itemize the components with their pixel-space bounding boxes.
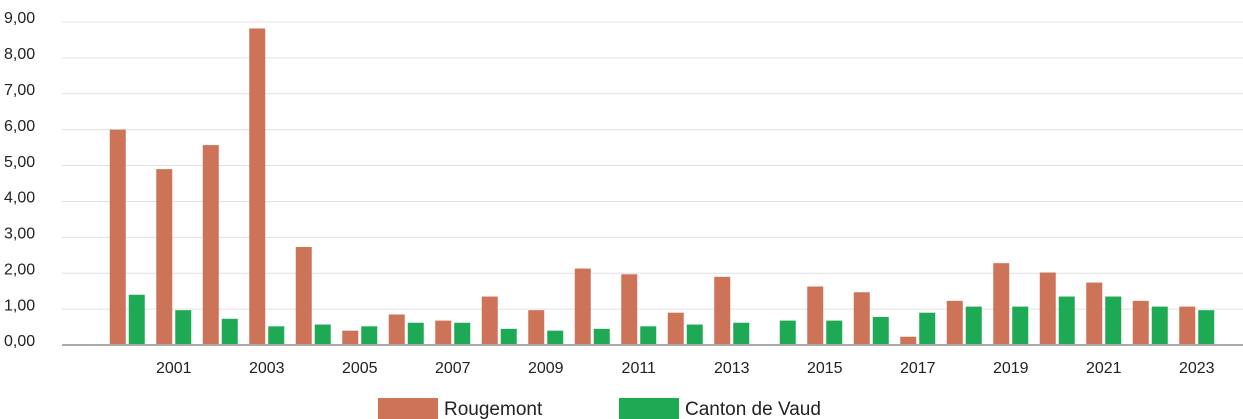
y-tick-label: 5,00	[4, 154, 35, 171]
bar	[1012, 306, 1029, 345]
bar	[733, 322, 750, 345]
bar	[1132, 300, 1149, 345]
x-tick-label: 2003	[249, 360, 285, 377]
bar	[807, 286, 824, 345]
bar	[481, 296, 498, 345]
bar	[314, 324, 331, 345]
bar	[528, 310, 545, 345]
bar	[128, 294, 145, 345]
bar	[993, 263, 1010, 345]
y-tick-label: 4,00	[4, 190, 35, 207]
bar	[1105, 296, 1122, 345]
x-tick-label: 2017	[900, 360, 936, 377]
bar	[249, 28, 266, 346]
bar	[593, 328, 610, 345]
legend-label: Canton de Vaud	[685, 399, 821, 419]
legend-swatch	[619, 398, 679, 419]
bar	[667, 312, 684, 345]
x-tick-label: 2007	[435, 360, 471, 377]
y-tick-label: 2,00	[4, 261, 35, 278]
bar	[435, 320, 452, 345]
x-tick-label: 2009	[528, 360, 564, 377]
bar	[295, 247, 312, 345]
x-tick-label: 2021	[1086, 360, 1122, 377]
legend-label: Rougemont	[444, 399, 543, 419]
y-tick-label: 0,00	[4, 333, 35, 350]
y-tick-label: 7,00	[4, 82, 35, 99]
bar	[965, 306, 982, 345]
bar	[361, 326, 378, 345]
bar	[175, 310, 192, 345]
bar	[454, 322, 471, 345]
x-tick-label: 2001	[156, 360, 192, 377]
x-tick-label: 2023	[1179, 360, 1215, 377]
x-tick-label: 2019	[993, 360, 1029, 377]
bar	[156, 169, 173, 345]
bar	[900, 336, 917, 345]
bar	[574, 268, 591, 345]
bar	[1179, 306, 1196, 345]
bar	[640, 326, 657, 345]
bar	[407, 322, 424, 345]
bar	[946, 300, 963, 345]
x-tick-label: 2005	[342, 360, 378, 377]
bar	[109, 129, 126, 345]
bar	[221, 318, 238, 345]
legend-swatch	[378, 398, 438, 419]
bar	[872, 317, 889, 345]
bar	[714, 276, 731, 345]
bar	[1198, 310, 1215, 345]
y-tick-label: 8,00	[4, 46, 35, 63]
bar	[1058, 296, 1075, 345]
y-tick-label: 3,00	[4, 226, 35, 243]
bar	[342, 330, 359, 345]
y-tick-label: 9,00	[4, 10, 35, 27]
x-tick-label: 2013	[714, 360, 750, 377]
bar	[547, 330, 564, 345]
y-tick-label: 1,00	[4, 297, 35, 314]
bar	[1039, 272, 1056, 345]
bar	[826, 320, 843, 345]
x-tick-label: 2011	[622, 360, 657, 377]
bar	[621, 274, 638, 345]
bar	[500, 328, 517, 345]
y-tick-label: 6,00	[4, 118, 35, 135]
bar	[1086, 282, 1103, 345]
bar	[779, 320, 796, 345]
x-tick-label: 2015	[807, 360, 843, 377]
bar	[686, 324, 703, 345]
bar	[1151, 306, 1168, 345]
bar	[853, 292, 870, 345]
bar	[388, 314, 405, 345]
bar	[202, 145, 219, 345]
bar	[268, 326, 285, 345]
bar	[919, 312, 936, 345]
